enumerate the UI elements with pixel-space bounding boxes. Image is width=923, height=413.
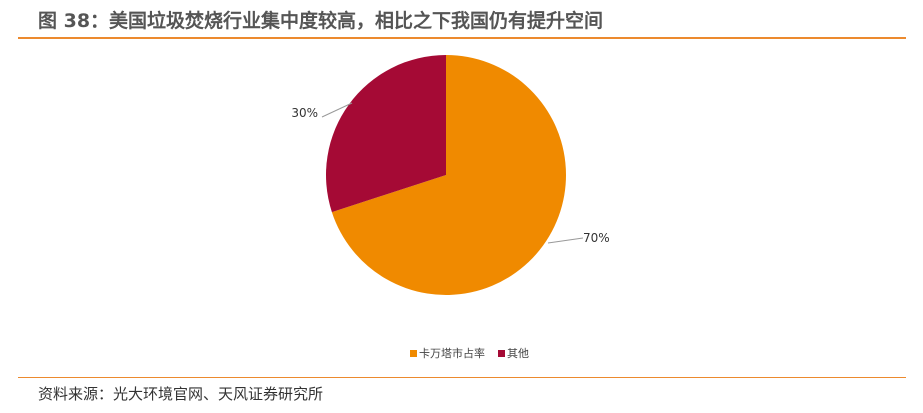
pie-slice-1 [326, 54, 446, 213]
legend-label: 其他 [507, 347, 529, 360]
leader-line [321, 102, 353, 118]
figure-title: 图 38：美国垃圾焚烧行业集中度较高，相比之下我国仍有提升空间 [38, 10, 604, 32]
legend-label: 卡万塔市占率 [419, 346, 485, 360]
data-label: 30% [291, 106, 318, 120]
source-note: 资料来源：光大环境官网、天风证券研究所 [38, 385, 324, 403]
legend-swatch [498, 350, 505, 357]
data-label: 70% [583, 231, 610, 245]
legend-swatch [410, 350, 417, 357]
title-divider [18, 37, 906, 39]
pie-slice-0 [331, 55, 567, 295]
leader-line [547, 237, 584, 244]
source-divider [18, 377, 906, 378]
